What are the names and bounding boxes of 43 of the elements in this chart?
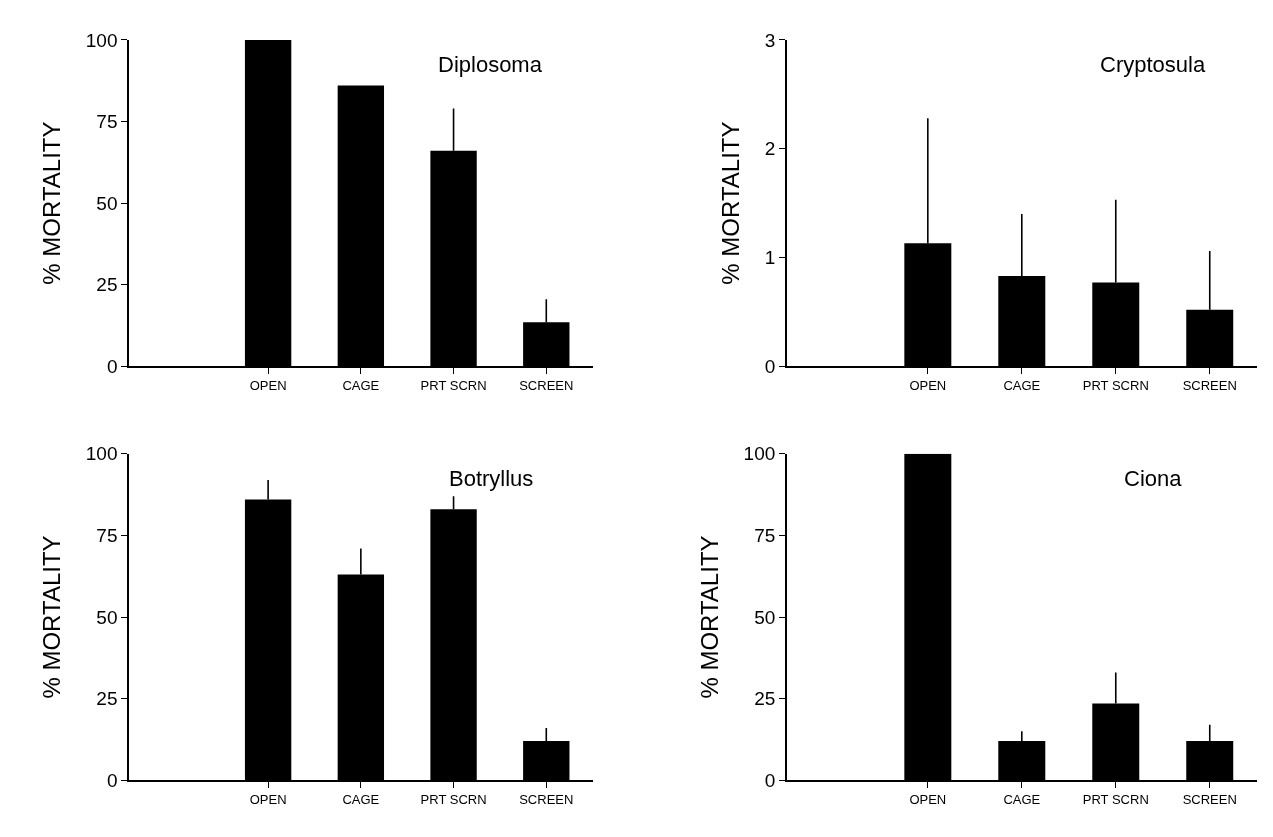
- y-tick-label: 0: [106, 769, 118, 791]
- x-tick-label: CAGE: [342, 377, 380, 393]
- y-tick-label: 25: [754, 688, 776, 710]
- x-tick-label: CAGE: [342, 791, 380, 807]
- y-tick-label: 50: [754, 606, 776, 628]
- text: Ciona: [1124, 466, 1183, 491]
- y-tick-label: 100: [85, 29, 118, 51]
- y-tick-label: 1: [764, 247, 776, 269]
- text: Diplosoma: [438, 52, 543, 77]
- x-tick-label: PRT SCRN: [420, 791, 487, 807]
- x-tick-label: PRT SCRN: [1082, 377, 1149, 393]
- x-tick-label: SCREEN: [1182, 377, 1237, 393]
- y-tick-label: 25: [96, 274, 118, 296]
- y-axis-title: % MORTALITY: [696, 535, 724, 699]
- y-tick-label: 100: [743, 443, 776, 465]
- x-tick-label: OPEN: [249, 377, 287, 393]
- x-tick-label: PRT SCRN: [1082, 791, 1149, 807]
- y-tick-label: 75: [754, 525, 776, 547]
- y-axis-title: % MORTALITY: [717, 121, 745, 285]
- y-tick-label: 0: [764, 355, 776, 377]
- y-tick-label: 2: [764, 138, 776, 160]
- x-tick-label: OPEN: [909, 377, 947, 393]
- x-tick-label: OPEN: [249, 791, 287, 807]
- x-tick-label: SCREEN: [519, 377, 574, 393]
- y-tick-label: 50: [96, 192, 118, 214]
- y-tick-label: 3: [764, 29, 776, 51]
- x-tick-label: CAGE: [1003, 377, 1041, 393]
- x-tick-label: SCREEN: [519, 791, 574, 807]
- x-tick-label: PRT SCRN: [420, 377, 487, 393]
- y-tick-label: 25: [96, 688, 118, 710]
- x-tick-label: SCREEN: [1182, 791, 1237, 807]
- x-tick-label: CAGE: [1003, 791, 1041, 807]
- y-axis-title: % MORTALITY: [38, 535, 66, 699]
- y-tick-label: 50: [96, 606, 118, 628]
- text: Cryptosula: [1100, 52, 1206, 77]
- y-tick-label: 75: [96, 525, 118, 547]
- y-axis-title: % MORTALITY: [38, 121, 66, 285]
- y-tick-label: 100: [85, 443, 118, 465]
- y-tick-label: 0: [106, 355, 118, 377]
- text: Botryllus: [449, 466, 534, 491]
- y-tick-label: 75: [96, 111, 118, 133]
- y-tick-label: 0: [764, 769, 776, 791]
- x-tick-label: OPEN: [909, 791, 947, 807]
